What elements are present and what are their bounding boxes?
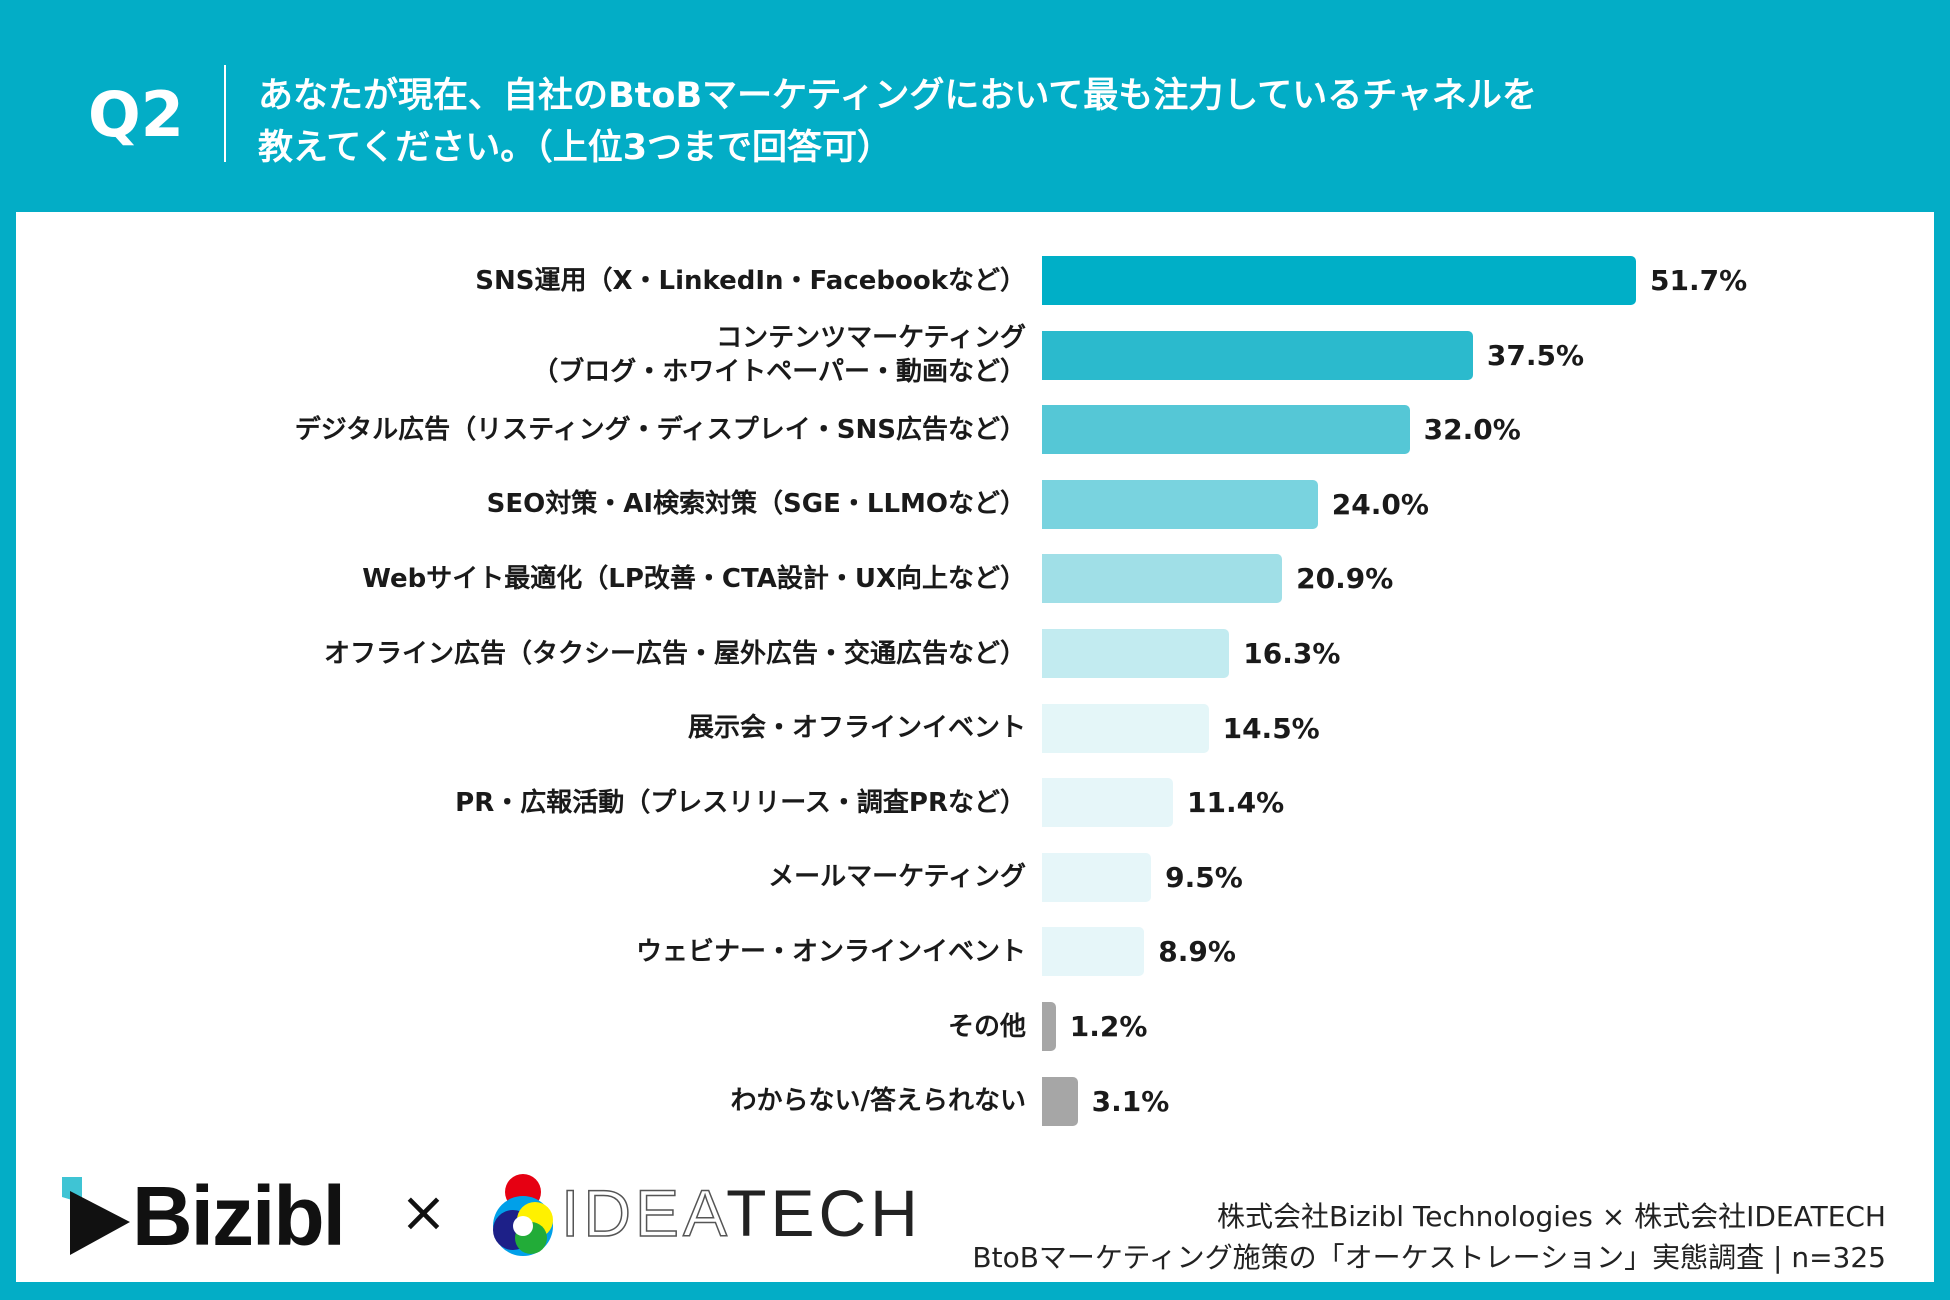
bar xyxy=(1042,256,1637,305)
bar xyxy=(1042,1002,1056,1051)
bar xyxy=(1042,778,1173,828)
category-label: 展示会・オフラインイベント xyxy=(687,713,1026,744)
collab-times: × xyxy=(400,1180,447,1245)
bizibl-logo: Bizibl xyxy=(60,1168,346,1265)
bar xyxy=(1042,703,1209,753)
bizibl-wordmark: Bizibl xyxy=(132,1169,346,1263)
category-label: ウェビナー・オンラインイベント xyxy=(635,936,1026,967)
chart-panel xyxy=(16,212,1934,1282)
color-wheel-icon xyxy=(493,1174,553,1256)
value-label: 24.0% xyxy=(1331,487,1429,521)
value-label: 8.9% xyxy=(1158,935,1236,969)
bar xyxy=(1042,927,1145,977)
category-label: Webサイト最適化（LP改善・CTA設計・UX向上など） xyxy=(362,563,1026,594)
value-label: 11.4% xyxy=(1186,786,1285,820)
question-title: あなたが現在、自社のBtoBマーケティングにおいて最も注力しているチャネルを 教… xyxy=(258,70,1537,174)
category-label: SEO対策・AI検索対策（SGE・LLMOなど） xyxy=(486,489,1026,520)
footer-companies: 株式会社Bizibl Technologies × 株式会社IDEATECH xyxy=(1217,1200,1886,1233)
bar xyxy=(1042,479,1318,529)
category-label: コンテンツマーケティング （ブログ・ホワイトペーパー・動画など） xyxy=(532,323,1026,388)
value-label: 32.0% xyxy=(1423,413,1521,447)
category-label: SNS運用（X・LinkedIn・Facebookなど） xyxy=(475,265,1026,296)
ideatech-wordmark: IDEATECH xyxy=(560,1175,922,1251)
bar xyxy=(1042,405,1410,455)
value-label: 20.9% xyxy=(1296,562,1394,596)
play-icon xyxy=(62,1176,130,1255)
bar xyxy=(1042,852,1152,902)
title-line-2: 教えてください。（上位3つまで回答可） xyxy=(258,128,893,168)
category-label: オフライン広告（タクシー広告・屋外広告・交通広告など） xyxy=(323,638,1026,669)
category-label: その他 xyxy=(947,1011,1026,1042)
value-label: 16.3% xyxy=(1243,637,1341,670)
category-label: わからない/答えられない xyxy=(730,1086,1027,1117)
value-label: 1.2% xyxy=(1069,1010,1148,1043)
bar xyxy=(1042,629,1230,678)
bar xyxy=(1042,1076,1078,1126)
question-number: Q2 xyxy=(88,78,184,151)
value-label: 51.7% xyxy=(1650,264,1748,297)
value-label: 9.5% xyxy=(1165,860,1243,894)
category-label: デジタル広告（リスティング・ディスプレイ・SNS広告など） xyxy=(294,414,1026,445)
bar xyxy=(1042,330,1473,380)
value-label: 3.1% xyxy=(1091,1084,1170,1118)
footer-survey: BtoBマーケティング施策の「オーケストレーション」実態調査 | n=325 xyxy=(972,1241,1886,1274)
bar xyxy=(1042,554,1283,604)
value-label: 37.5% xyxy=(1486,338,1585,372)
header-divider xyxy=(224,65,226,162)
value-label: 14.5% xyxy=(1222,711,1320,745)
category-label: メールマーケティング xyxy=(768,862,1026,893)
category-label: PR・広報活動（プレスリリース・調査PRなど） xyxy=(455,787,1026,818)
title-line-1: あなたが現在、自社のBtoBマーケティングにおいて最も注力しているチャネルを xyxy=(258,76,1537,116)
ideatech-logo: IDEATECH xyxy=(485,1168,922,1258)
